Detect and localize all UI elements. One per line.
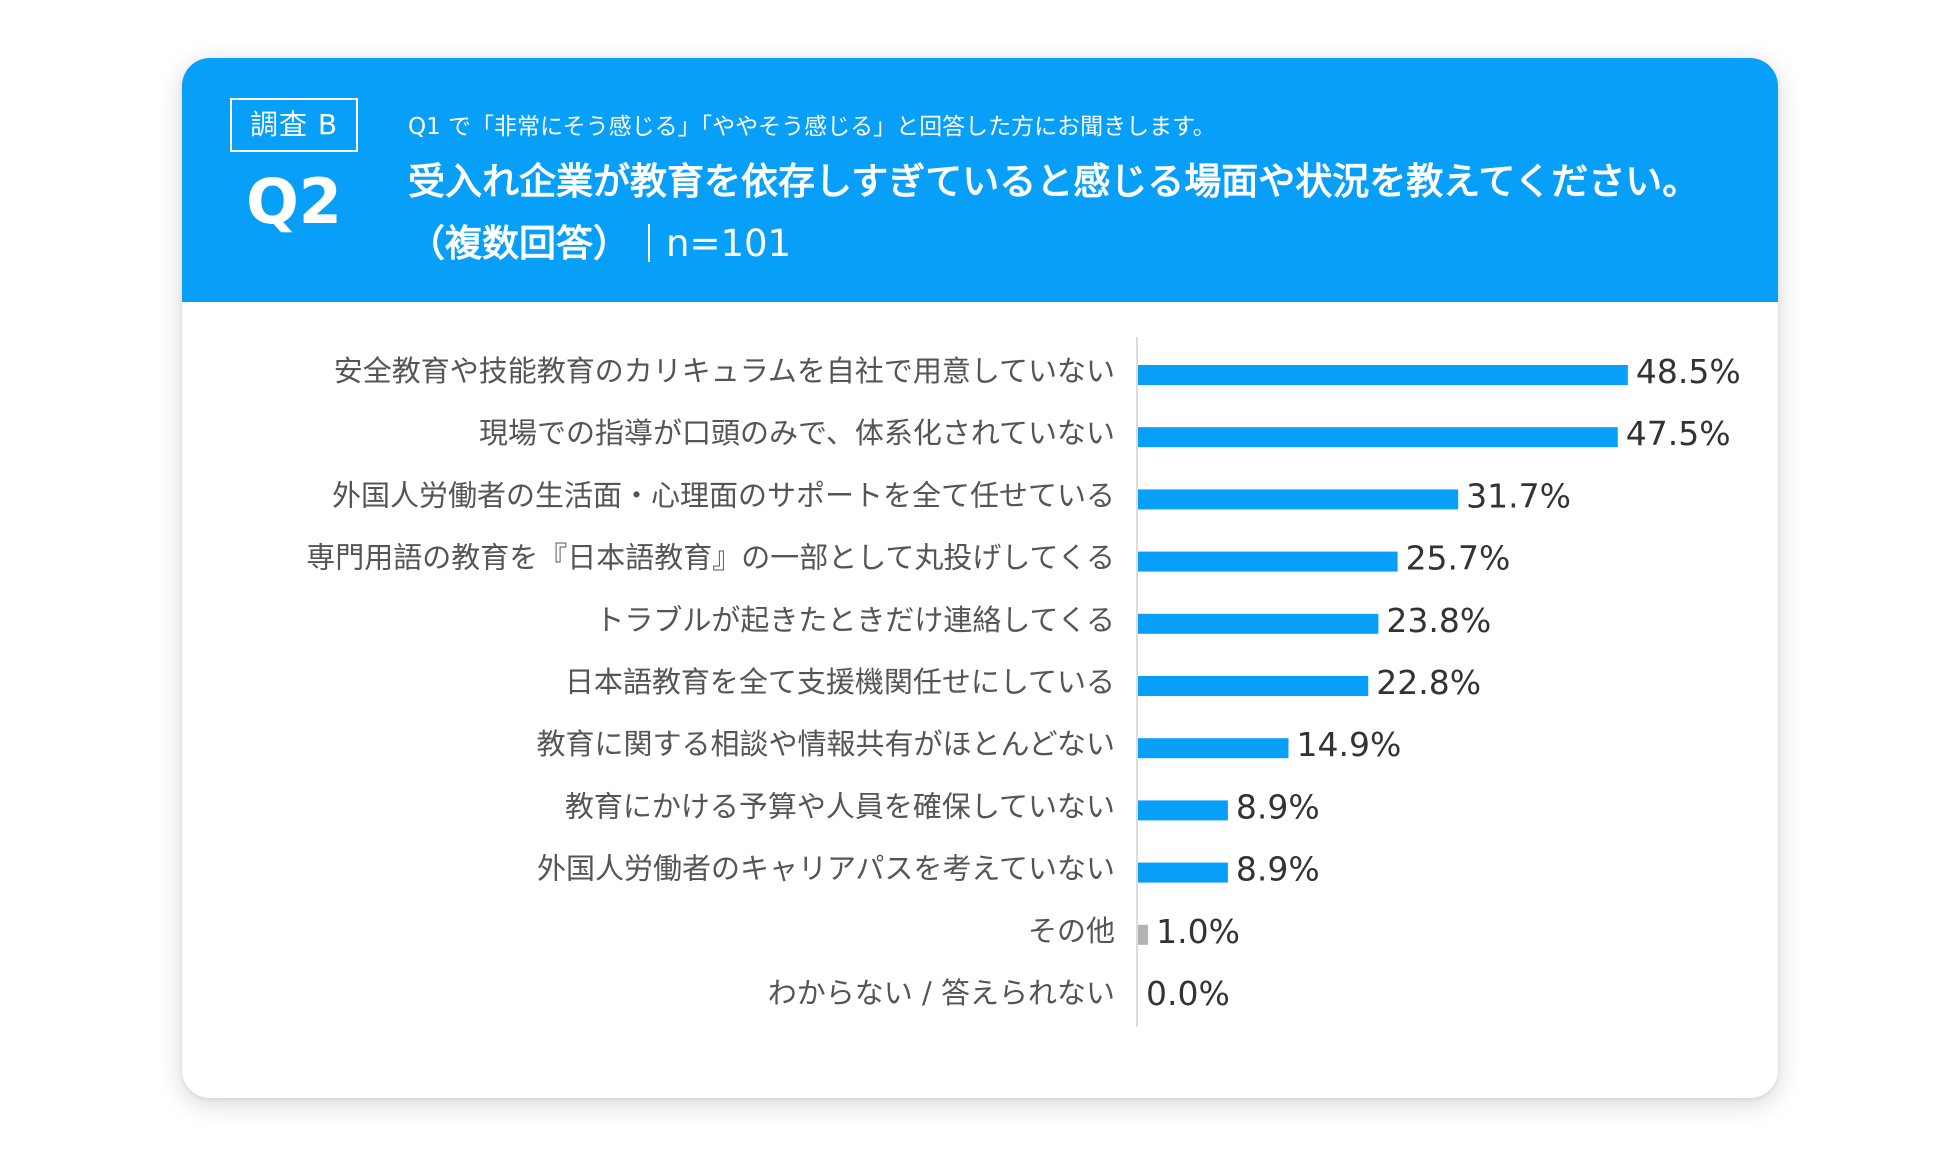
value-label: 25.7% xyxy=(1406,539,1511,578)
bar xyxy=(1138,676,1369,696)
category-label: 外国人労働者のキャリアパスを考えていない xyxy=(537,852,1115,886)
answer-type: （複数回答） xyxy=(408,222,630,265)
value-label: 23.8% xyxy=(1386,601,1491,640)
value-label: 22.8% xyxy=(1376,663,1481,702)
value-label: 8.9% xyxy=(1236,787,1320,826)
bar xyxy=(1138,489,1459,510)
category-label: 現場での指導が口頭のみで、体系化されていない xyxy=(479,416,1115,450)
bar xyxy=(1138,800,1228,821)
bar-chart-area: 安全教育や技能教育のカリキュラムを自社で用意していない 48.5% 現場での指導が口… xyxy=(182,302,1778,1098)
category-label: 教育に関する相談や情報共有がほとんどない xyxy=(536,727,1115,761)
bar xyxy=(1138,365,1628,385)
bar xyxy=(1138,924,1149,945)
survey-label-badge: 調査 B xyxy=(230,98,358,152)
value-label: 8.9% xyxy=(1236,850,1320,889)
question-meta: （複数回答） n=101 xyxy=(408,218,791,270)
category-label: 安全教育や技能教育のカリキュラムを自社で用意していない xyxy=(334,354,1115,388)
bar xyxy=(1138,427,1618,448)
value-label: 47.5% xyxy=(1626,414,1731,453)
value-label: 31.7% xyxy=(1466,476,1571,515)
category-label: 専門用語の教育を『日本語教育』の一部として丸投げしてくる xyxy=(306,541,1115,575)
meta-divider xyxy=(648,224,650,262)
question-title: 受入れ企業が教育を依存しすぎていると感じる場面や状況を教えてください。 xyxy=(408,160,1700,203)
category-label: その他 xyxy=(1028,914,1115,948)
question-number: Q2 xyxy=(246,165,342,238)
survey-card: 調査 B Q2 Q1 で「非常にそう感じる」「ややそう感じる」と回答した方にお聞… xyxy=(182,58,1778,1098)
bar xyxy=(1138,862,1228,883)
category-label: 日本語教育を全て支援機関任せにしている xyxy=(565,665,1115,699)
bar xyxy=(1138,551,1398,572)
category-label: 教育にかける予算や人員を確保していない xyxy=(565,789,1115,823)
category-label: 外国人労働者の生活面・心理面のサポートを全て任せている xyxy=(332,478,1115,512)
sample-size: n=101 xyxy=(666,222,792,265)
value-label: 0.0% xyxy=(1146,974,1230,1013)
bar xyxy=(1138,613,1379,634)
bar xyxy=(1138,738,1289,759)
category-label: トラブルが起きたときだけ連絡してくる xyxy=(595,603,1115,637)
question-subtitle: Q1 で「非常にそう感じる」「ややそう感じる」と回答した方にお聞きします。 xyxy=(408,114,1216,140)
question-header: 調査 B Q2 Q1 で「非常にそう感じる」「ややそう感じる」と回答した方にお聞… xyxy=(182,58,1778,302)
bar-chart: 安全教育や技能教育のカリキュラムを自社で用意していない 48.5% 現場での指導が口… xyxy=(306,337,1741,1027)
value-label: 14.9% xyxy=(1296,725,1401,764)
value-label: 48.5% xyxy=(1636,352,1741,391)
category-label: わからない / 答えられない xyxy=(768,976,1115,1010)
value-label: 1.0% xyxy=(1156,912,1240,951)
